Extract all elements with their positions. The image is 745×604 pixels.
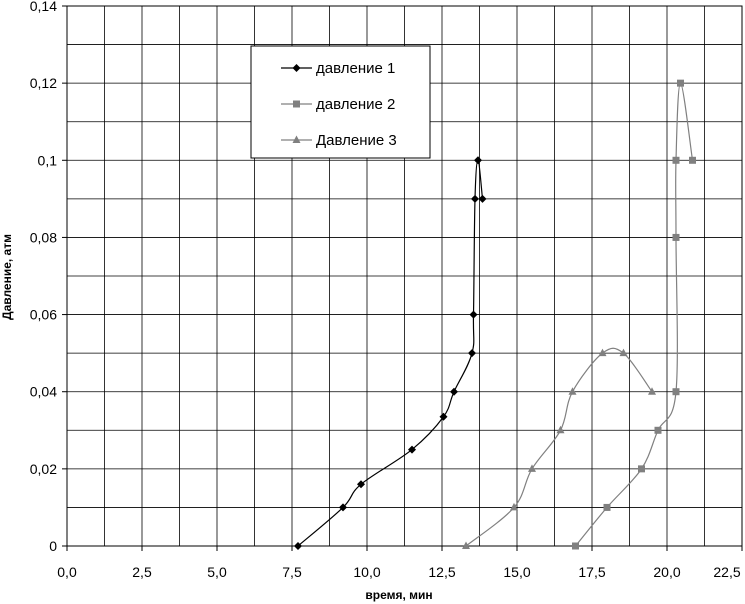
- square-marker: [638, 465, 645, 473]
- x-tick-label: 10,0: [353, 564, 380, 580]
- series-line: [575, 82, 694, 547]
- diamond-marker: [450, 387, 458, 396]
- diamond-marker: [408, 445, 416, 454]
- diamond-marker: [469, 310, 478, 319]
- legend-label: давление 2: [316, 96, 395, 113]
- x-tick-label: 20,0: [653, 564, 680, 580]
- x-tick-label: 2,5: [132, 564, 152, 580]
- x-axis-ticks: 0,0 2,5 5,0 7,5 10,0 12,5 15,0 17,5 20,0 22,5: [57, 546, 743, 580]
- diamond-marker: [357, 480, 365, 489]
- triangle-marker: [510, 502, 518, 511]
- square-marker: [672, 233, 680, 241]
- y-tick-label: 0,08: [30, 229, 57, 245]
- triangle-marker: [528, 464, 536, 472]
- square-marker: [603, 503, 611, 511]
- y-tick-label: 0,12: [30, 75, 57, 91]
- triangle-marker: [598, 348, 607, 357]
- legend-triangle-marker: [292, 135, 301, 143]
- triangle-marker: [619, 348, 628, 357]
- square-marker: [677, 79, 684, 87]
- y-tick-label: 0: [49, 538, 57, 554]
- x-tick-label: 17,5: [578, 564, 605, 580]
- plot-area-frame: [66, 5, 743, 547]
- x-tick-label: 22,5: [713, 564, 740, 580]
- x-tick-label: 7,5: [282, 564, 302, 580]
- triangle-marker: [568, 387, 577, 395]
- diamond-marker: [478, 194, 487, 203]
- legend-square-marker: [293, 100, 300, 108]
- y-tick-label: 0,1: [38, 152, 58, 168]
- y-tick-label: 0,06: [30, 307, 57, 323]
- x-tick-label: 0,0: [57, 564, 77, 580]
- diamond-marker: [471, 194, 479, 203]
- diamond-marker: [339, 503, 347, 512]
- triangle-marker: [462, 541, 470, 549]
- legend-item: Давление 3: [281, 132, 397, 149]
- x-tick-label: 5,0: [207, 564, 227, 580]
- square-marker: [672, 156, 680, 164]
- legend-item: давление 1: [281, 60, 395, 77]
- square-marker: [654, 426, 662, 434]
- series-2: [572, 79, 696, 550]
- diamond-marker: [474, 156, 482, 165]
- diamond-marker: [294, 542, 302, 550]
- square-marker: [572, 542, 579, 550]
- diamond-marker: [439, 412, 448, 421]
- square-marker: [689, 156, 696, 164]
- y-axis-ticks: 0 0,02 0,04 0,06 0,08 0,1 0,12 0,14: [30, 0, 67, 554]
- legend-box: [250, 45, 431, 159]
- x-tick-label: 12,5: [428, 564, 455, 580]
- y-tick-label: 0,14: [30, 0, 57, 14]
- legend-label: давление 1: [316, 60, 395, 77]
- legend-label: Давление 3: [316, 132, 397, 149]
- legend: давление 1 давление 2 Давление 3: [250, 45, 431, 159]
- y-axis-label: Давление, атм: [0, 234, 14, 320]
- series-group: [294, 79, 696, 550]
- series-3: [462, 347, 656, 549]
- triangle-marker: [648, 387, 656, 395]
- y-tick-label: 0,04: [30, 384, 57, 400]
- triangle-marker: [556, 425, 565, 434]
- y-tick-label: 0,02: [30, 461, 57, 477]
- legend-item: давление 2: [281, 96, 395, 113]
- diamond-marker: [468, 349, 476, 358]
- x-tick-label: 15,0: [503, 564, 530, 580]
- x-axis-label: время, мин: [365, 588, 432, 602]
- square-marker: [672, 388, 680, 396]
- legend-diamond-marker: [292, 64, 301, 72]
- series-1: [294, 156, 487, 550]
- series-line: [465, 347, 653, 547]
